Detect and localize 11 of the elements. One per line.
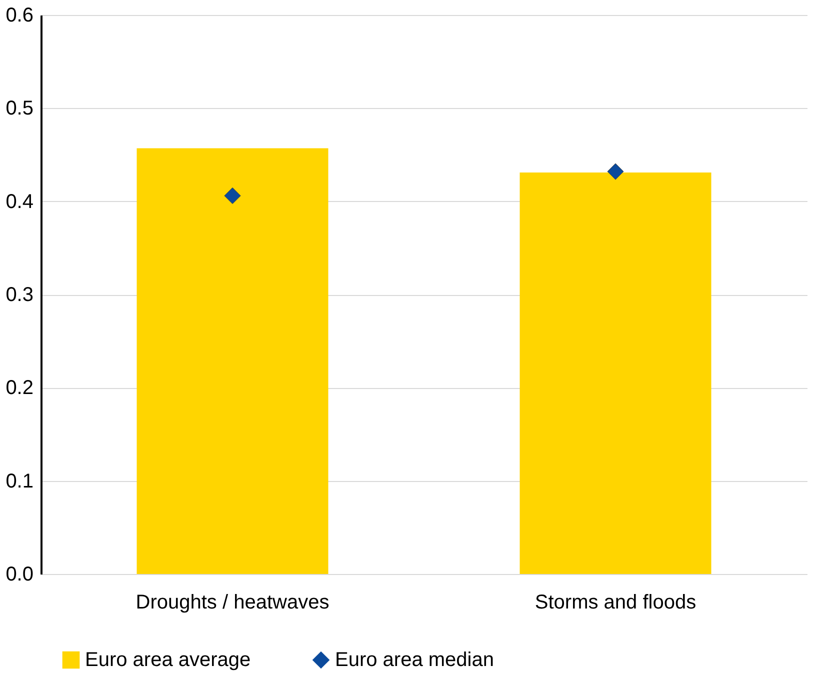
y-tick-label: 0.3 (6, 284, 34, 306)
y-tick-label: 0.1 (6, 470, 34, 492)
y-tick-label: 0.5 (6, 98, 34, 120)
legend-label: Euro area average (85, 649, 251, 671)
x-tick-label: Storms and floods (534, 592, 696, 614)
y-tick-label: 0.0 (6, 564, 34, 586)
y-tick-label: 0.6 (6, 4, 34, 26)
y-tick-label: 0.2 (6, 377, 34, 400)
legend-label: Euro area median (335, 649, 494, 671)
y-tick-label: 0.4 (6, 190, 34, 213)
x-tick-label: Droughts / heatwaves (136, 592, 330, 614)
